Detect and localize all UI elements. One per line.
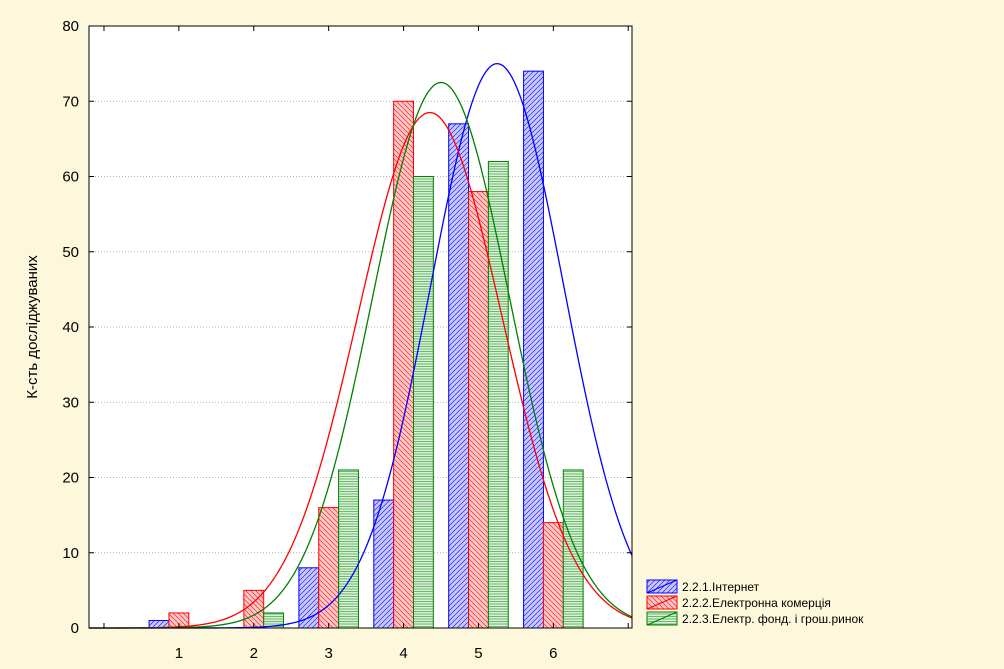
fit-curve bbox=[89, 111, 633, 629]
legend-line-marker bbox=[646, 579, 678, 594]
y-tick-label: 10 bbox=[62, 545, 79, 562]
y-tick-label: 0 bbox=[71, 620, 79, 637]
legend-label: 2.2.3.Електр. фонд. і грош.ринок bbox=[682, 612, 864, 626]
legend-label: 2.2.1.Інтернет bbox=[682, 580, 760, 594]
y-tick-label: 20 bbox=[62, 470, 79, 487]
y-tick-label: 50 bbox=[62, 244, 79, 261]
y-axis-title: К-сть досліджуваних bbox=[24, 255, 41, 399]
bar bbox=[412, 176, 434, 629]
bar bbox=[393, 100, 414, 629]
x-tick-label: 6 bbox=[549, 645, 557, 662]
y-tick-label: 80 bbox=[62, 18, 79, 35]
bar bbox=[542, 522, 564, 629]
legend-line-marker bbox=[646, 611, 678, 626]
legend: 2.2.1.Інтернет 2.2.2.Електронна комерція 2… bbox=[646, 579, 864, 626]
grid-lines bbox=[89, 100, 632, 554]
bar bbox=[298, 567, 320, 629]
legend-label: 2.2.2.Електронна комерція bbox=[682, 596, 831, 610]
bar bbox=[468, 191, 489, 629]
bar bbox=[448, 123, 470, 629]
x-tick-label: 2 bbox=[250, 645, 258, 662]
bar bbox=[487, 160, 509, 629]
y-tick-label: 70 bbox=[62, 93, 79, 110]
bar bbox=[338, 469, 359, 629]
x-tick-label: 5 bbox=[474, 645, 482, 662]
bar bbox=[562, 469, 584, 629]
x-tick-label: 4 bbox=[399, 645, 407, 662]
x-tick-label: 1 bbox=[175, 645, 183, 662]
axes-layer: 0 10 20 30 40 50 60 70 80 1 2 3 4 5 6 bbox=[62, 18, 632, 662]
bar bbox=[523, 70, 544, 629]
y-tick-label: 30 bbox=[62, 394, 79, 411]
bars-layer bbox=[148, 70, 584, 629]
y-tick-label: 60 bbox=[62, 169, 79, 186]
x-tick-label: 3 bbox=[324, 645, 332, 662]
legend-line-marker bbox=[646, 595, 678, 610]
y-tick-label: 40 bbox=[62, 319, 79, 336]
